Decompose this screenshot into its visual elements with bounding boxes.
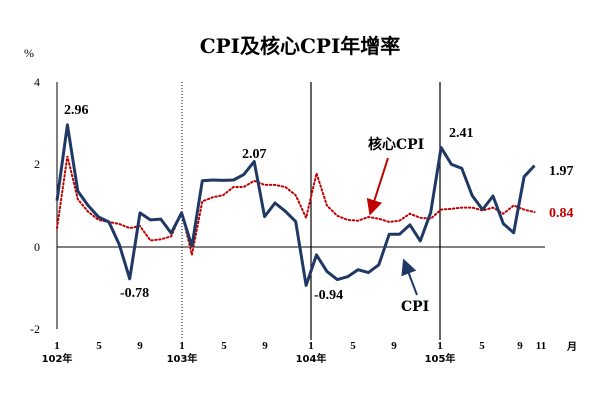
year-label: 102年 [42,352,73,365]
x-tick-label: 11 [536,340,546,352]
data-label-cpi-low-102: -0.78 [120,286,149,301]
core-cpi-arrow [366,157,389,216]
x-tick-label: 9 [391,340,397,352]
data-label-cpi-low-104: -0.94 [314,288,343,303]
chart-title: CPI及核心CPI年增率 [199,34,401,58]
data-label-cpi-peak-103: 2.07 [242,147,267,162]
y-tick-label: 0 [34,240,40,254]
y-tick-label: -2 [30,322,40,336]
x-tick-label: 1 [437,340,443,352]
year-label: 105年 [425,352,456,365]
x-tick-label: 1 [308,340,314,352]
y-tick-label: 4 [34,75,40,89]
series-label-cpi: CPI [401,299,429,315]
x-tick-label: 5 [479,340,485,352]
x-tick-label: 9 [262,340,268,352]
cpi-series-line [55,123,536,287]
x-tick-label: 5 [350,340,356,352]
data-label-core-cpi-last: 0.84 [549,206,574,221]
x-tick-label: 1 [179,340,185,352]
year-label: 104年 [296,352,327,365]
series-label-core-cpi: 核心CPI [368,136,424,153]
year-label: 103年 [167,352,198,365]
x-tick-label: 5 [221,340,227,352]
x-axis-unit-label: 月 [566,341,577,353]
data-label-cpi-peak-102: 2.96 [64,103,89,118]
data-label-cpi-peak-105: 2.41 [449,126,474,141]
y-axis-unit-label: % [24,46,34,60]
data-label-cpi-last: 1.97 [549,164,574,179]
x-tick-label: 9 [517,340,523,352]
cpi-arrow [401,258,418,296]
y-tick-label: 2 [34,157,40,171]
x-tick-label: 5 [96,340,102,352]
x-tick-label: 9 [137,340,143,352]
x-tick-label: 1 [54,340,60,352]
